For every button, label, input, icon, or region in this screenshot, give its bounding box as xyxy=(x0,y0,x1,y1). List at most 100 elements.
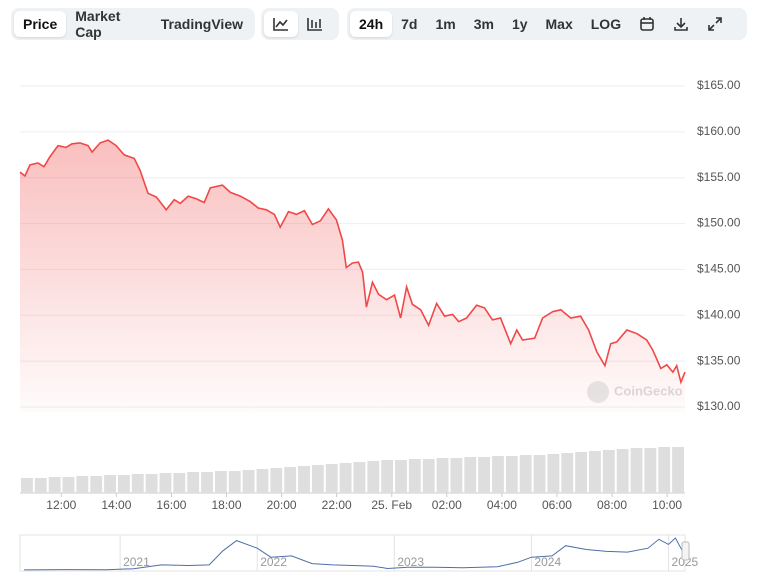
volume-bar xyxy=(658,447,671,493)
volume-bar xyxy=(533,455,546,493)
volume-bar xyxy=(242,470,255,493)
navigator-year-label: 2022 xyxy=(260,555,287,569)
volume-bar xyxy=(34,478,47,493)
x-tick-label: 16:00 xyxy=(156,498,186,512)
download-button[interactable] xyxy=(664,11,698,37)
volume-bar xyxy=(284,467,297,493)
calendar-button[interactable] xyxy=(630,11,664,37)
volume-bar xyxy=(256,469,269,493)
volume-bar xyxy=(367,461,380,493)
volume-bar xyxy=(422,459,435,493)
volume-bar xyxy=(48,477,61,493)
range-1m[interactable]: 1m xyxy=(435,16,456,32)
volume-bar xyxy=(602,450,615,493)
volume-bar xyxy=(228,471,241,493)
volume-bar xyxy=(117,475,130,493)
tab-market-cap[interactable]: Market Cap xyxy=(75,8,121,40)
range-7d[interactable]: 7d xyxy=(401,16,418,32)
volume-bar xyxy=(616,449,629,493)
x-tick-label: 20:00 xyxy=(267,498,297,512)
fullscreen-button[interactable] xyxy=(698,11,732,37)
x-tick-label: 06:00 xyxy=(542,498,572,512)
x-tick-label: 02:00 xyxy=(432,498,462,512)
view-tabs: Price Market Cap TradingView xyxy=(11,8,255,40)
navigator-year-label: 2024 xyxy=(534,555,561,569)
volume-bar xyxy=(644,448,657,493)
volume-bar xyxy=(325,464,338,493)
volume-bar xyxy=(395,460,407,493)
volume-bar xyxy=(547,454,560,493)
y-tick-label: $130.00 xyxy=(697,399,741,413)
volume-bar xyxy=(187,472,200,493)
y-tick-label: $140.00 xyxy=(697,307,741,321)
line-chart-button[interactable] xyxy=(264,11,298,37)
volume-bar xyxy=(561,453,574,493)
y-tick-label: $145.00 xyxy=(697,262,741,276)
navigator-line xyxy=(24,537,683,571)
volume-bar xyxy=(145,474,158,493)
volume-bar xyxy=(214,471,227,493)
candle-chart-button[interactable] xyxy=(298,11,332,37)
navigator-year-label: 2021 xyxy=(123,555,150,569)
volume-bar xyxy=(62,477,75,493)
log-toggle[interactable]: LOG xyxy=(590,16,622,32)
volume-bar xyxy=(630,448,643,493)
volume-bar xyxy=(311,465,324,493)
y-tick-label: $135.00 xyxy=(697,353,741,367)
navigator-frame xyxy=(19,534,686,572)
x-tick-label: 22:00 xyxy=(322,498,352,512)
volume-bar xyxy=(131,474,144,493)
volume-bar xyxy=(450,458,463,493)
volume-bar xyxy=(159,473,172,493)
volume-bar xyxy=(353,462,366,493)
chart-style xyxy=(261,8,339,40)
volume-bar xyxy=(519,455,532,493)
volume-bar xyxy=(672,447,684,493)
x-tick-label: 08:00 xyxy=(597,498,627,512)
volume-bar xyxy=(505,456,518,493)
volume-bar xyxy=(76,476,89,493)
x-tick-label: 14:00 xyxy=(101,498,131,512)
y-tick-label: $165.00 xyxy=(697,78,741,92)
volume-bar xyxy=(270,468,283,493)
expand-icon xyxy=(708,17,722,31)
volume-bar xyxy=(90,476,103,493)
line-icon xyxy=(273,18,288,31)
x-tick-label: 12:00 xyxy=(46,498,76,512)
watermark: CoinGecko xyxy=(587,381,683,403)
calendar-icon xyxy=(640,17,654,31)
volume-bar xyxy=(21,478,33,493)
volume-bar xyxy=(339,463,352,493)
tab-tradingview[interactable]: TradingView xyxy=(160,16,243,32)
watermark-text: CoinGecko xyxy=(614,383,683,398)
range-max[interactable]: Max xyxy=(545,16,573,32)
volume-bar xyxy=(436,458,449,493)
volume-bar xyxy=(464,457,477,493)
volume-bar xyxy=(492,456,504,493)
volume-bar xyxy=(478,457,491,493)
navigator-handle xyxy=(681,541,690,561)
y-tick-label: $150.00 xyxy=(697,216,741,230)
volume-bar xyxy=(575,452,588,493)
volume-bar xyxy=(298,466,310,493)
range-1y[interactable]: 1y xyxy=(511,16,528,32)
candle-icon xyxy=(307,18,322,31)
y-tick-label: $160.00 xyxy=(697,124,741,138)
x-tick-label: 25. Feb xyxy=(371,498,412,512)
volume-bar xyxy=(589,451,601,493)
navigator-year-label: 2023 xyxy=(397,555,424,569)
range-3m[interactable]: 3m xyxy=(473,16,494,32)
volume-bar xyxy=(104,475,116,493)
range-24h[interactable]: 24h xyxy=(350,11,393,37)
x-tick-label: 18:00 xyxy=(212,498,242,512)
tab-price[interactable]: Price xyxy=(14,11,67,37)
navigator-year-label: 2025 xyxy=(672,555,699,569)
range-tabs: 24h 7d 1m 3m 1y Max LOG xyxy=(347,8,747,40)
volume-bar xyxy=(201,472,213,493)
y-tick-label: $155.00 xyxy=(697,170,741,184)
x-tick-label: 04:00 xyxy=(487,498,517,512)
watermark-logo xyxy=(587,381,609,403)
x-tick-label: 10:00 xyxy=(652,498,682,512)
